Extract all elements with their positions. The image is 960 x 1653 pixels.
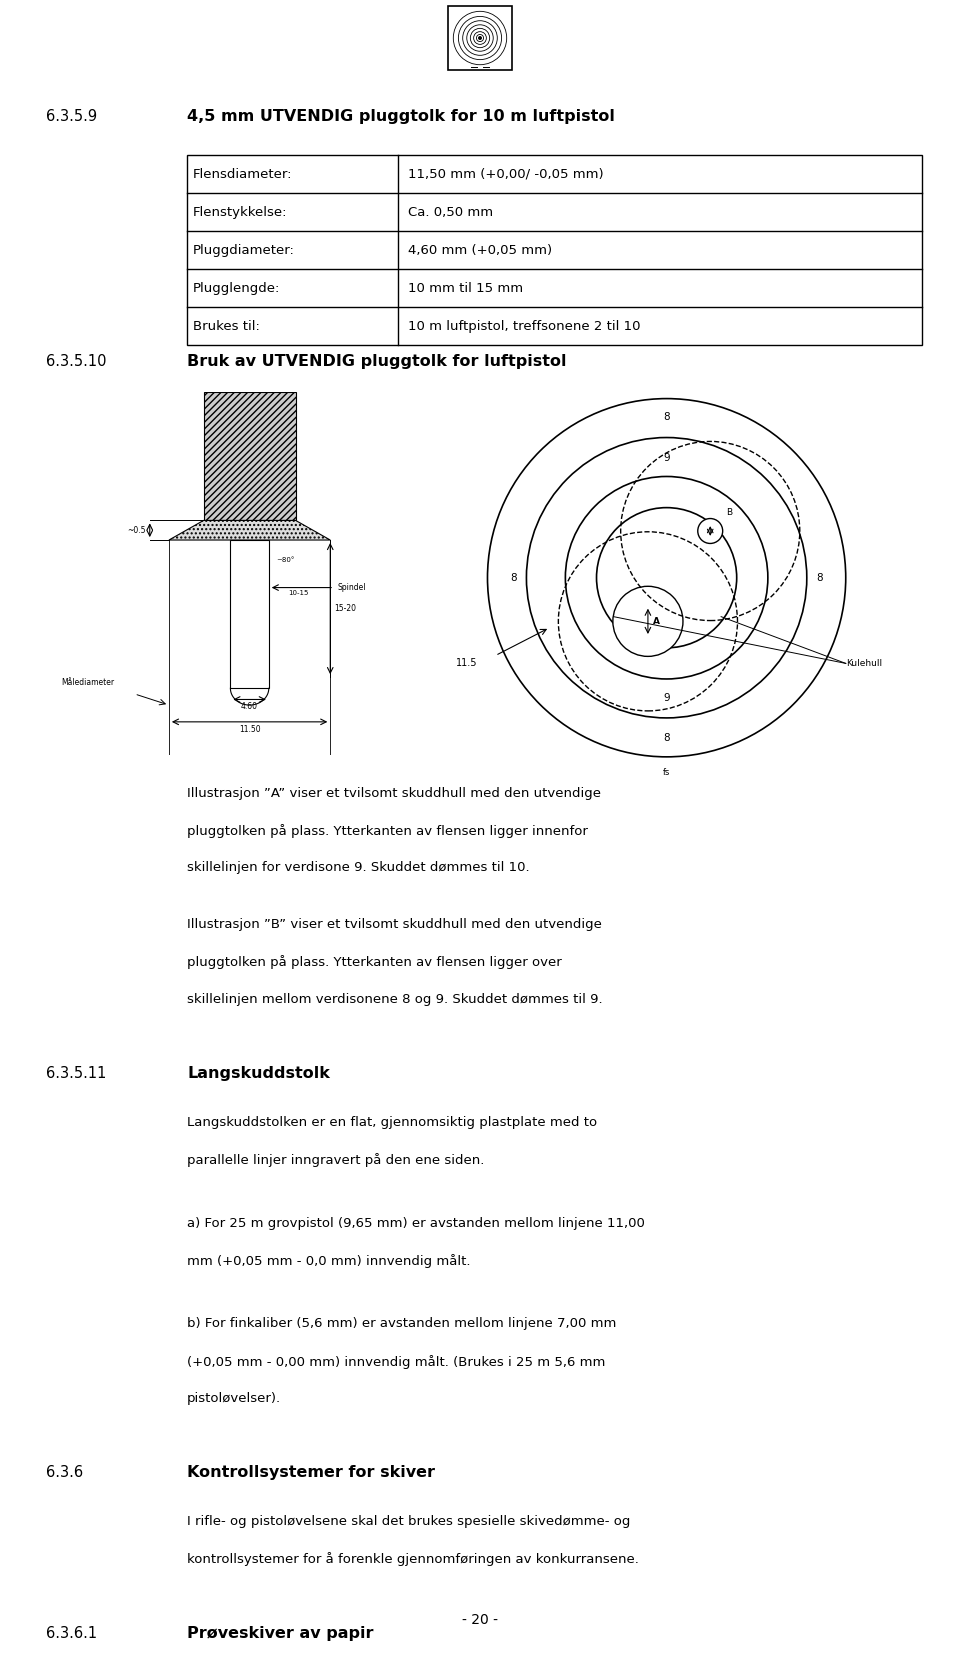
Text: 6.3.6: 6.3.6 — [46, 1466, 84, 1481]
Text: 11.5: 11.5 — [456, 658, 478, 668]
Text: 8: 8 — [663, 412, 670, 422]
Text: ~0.5: ~0.5 — [128, 526, 146, 534]
Text: 10 m luftpistol, treffsonene 2 til 10: 10 m luftpistol, treffsonene 2 til 10 — [408, 321, 640, 332]
Text: Kulehull: Kulehull — [846, 660, 882, 668]
Polygon shape — [169, 521, 330, 541]
Text: 6.3.5.11: 6.3.5.11 — [46, 1066, 107, 1081]
Text: 4,60 mm (+0,05 mm): 4,60 mm (+0,05 mm) — [408, 245, 552, 256]
Text: pistoløvelser).: pistoløvelser). — [187, 1392, 281, 1405]
Circle shape — [698, 519, 723, 544]
Text: ~80°: ~80° — [276, 557, 295, 562]
Text: Flenstykkelse:: Flenstykkelse: — [193, 207, 287, 218]
Bar — [187, 155, 922, 345]
Text: b) For finkaliber (5,6 mm) er avstanden mellom linjene 7,00 mm: b) For finkaliber (5,6 mm) er avstanden … — [187, 1317, 616, 1331]
Text: 4,5 mm UTVENDIG pluggtolk for 10 m luftpistol: 4,5 mm UTVENDIG pluggtolk for 10 m luftp… — [187, 109, 615, 124]
Text: Bruk av UTVENDIG pluggtolk for luftpistol: Bruk av UTVENDIG pluggtolk for luftpisto… — [187, 354, 566, 369]
Text: 9: 9 — [663, 693, 670, 703]
Text: Langskuddstolken er en flat, gjennomsiktig plastplate med to: Langskuddstolken er en flat, gjennomsikt… — [187, 1116, 597, 1129]
Text: Illustrasjon ”A” viser et tvilsomt skuddhull med den utvendige: Illustrasjon ”A” viser et tvilsomt skudd… — [187, 787, 601, 800]
Text: (+0,05 mm - 0,00 mm) innvendig målt. (Brukes i 25 m 5,6 mm: (+0,05 mm - 0,00 mm) innvendig målt. (Br… — [187, 1355, 606, 1369]
Text: pluggtolken på plass. Ytterkanten av flensen ligger over: pluggtolken på plass. Ytterkanten av fle… — [187, 955, 562, 969]
Text: 15-20: 15-20 — [334, 603, 356, 613]
Text: Prøveskiver av papir: Prøveskiver av papir — [187, 1627, 373, 1641]
Text: Kontrollsystemer for skiver: Kontrollsystemer for skiver — [187, 1466, 435, 1481]
Text: 11,50 mm (+0,00/ -0,05 mm): 11,50 mm (+0,00/ -0,05 mm) — [408, 169, 604, 180]
Bar — [204, 392, 296, 521]
Text: 6.3.5.10: 6.3.5.10 — [46, 354, 107, 369]
Text: 8: 8 — [511, 572, 517, 584]
Text: B: B — [726, 507, 732, 517]
Text: 10-15: 10-15 — [288, 590, 308, 597]
Text: 8: 8 — [663, 734, 670, 744]
Text: kontrollsystemer for å forenkle gjennomføringen av konkurransene.: kontrollsystemer for å forenkle gjennomf… — [187, 1552, 639, 1565]
Text: Spindel: Spindel — [338, 584, 367, 592]
Text: skillelinjen for verdisone 9. Skuddet dømmes til 10.: skillelinjen for verdisone 9. Skuddet dø… — [187, 861, 530, 874]
Text: mm (+0,05 mm - 0,0 mm) innvendig målt.: mm (+0,05 mm - 0,0 mm) innvendig målt. — [187, 1253, 470, 1268]
Circle shape — [478, 36, 482, 40]
Text: 8: 8 — [816, 572, 823, 584]
Text: Illustrasjon ”B” viser et tvilsomt skuddhull med den utvendige: Illustrasjon ”B” viser et tvilsomt skudd… — [187, 917, 602, 931]
Text: 10 mm til 15 mm: 10 mm til 15 mm — [408, 283, 523, 294]
Text: pluggtolken på plass. Ytterkanten av flensen ligger innenfor: pluggtolken på plass. Ytterkanten av fle… — [187, 823, 588, 838]
Text: Langskuddstolk: Langskuddstolk — [187, 1066, 330, 1081]
Text: Målediameter: Målediameter — [61, 678, 114, 688]
Text: a) For 25 m grovpistol (9,65 mm) er avstanden mellom linjene 11,00: a) For 25 m grovpistol (9,65 mm) er avst… — [187, 1217, 645, 1230]
Text: I rifle- og pistoløvelsene skal det brukes spesielle skivedømme- og: I rifle- og pistoløvelsene skal det bruk… — [187, 1516, 631, 1527]
Text: 6.3.6.1: 6.3.6.1 — [46, 1627, 97, 1641]
Text: Pluggdiameter:: Pluggdiameter: — [193, 245, 295, 256]
Text: - 20 -: - 20 - — [462, 1613, 498, 1627]
Text: Flensdiameter:: Flensdiameter: — [193, 169, 293, 180]
Circle shape — [612, 587, 683, 656]
Text: skillelinjen mellom verdisonene 8 og 9. Skuddet dømmes til 9.: skillelinjen mellom verdisonene 8 og 9. … — [187, 992, 603, 1005]
Text: 6.3.5.9: 6.3.5.9 — [46, 109, 97, 124]
Text: 9: 9 — [663, 453, 670, 463]
Text: 4.60: 4.60 — [241, 703, 258, 711]
Text: 11.50: 11.50 — [239, 724, 260, 734]
Text: Brukes til:: Brukes til: — [193, 321, 260, 332]
Text: parallelle linjer inngravert på den ene siden.: parallelle linjer inngravert på den ene … — [187, 1154, 485, 1167]
Text: fs: fs — [663, 769, 670, 777]
Text: Ca. 0,50 mm: Ca. 0,50 mm — [408, 207, 493, 218]
Bar — [230, 541, 269, 688]
Text: Plugglengde:: Plugglengde: — [193, 283, 280, 294]
Text: A: A — [653, 617, 660, 626]
